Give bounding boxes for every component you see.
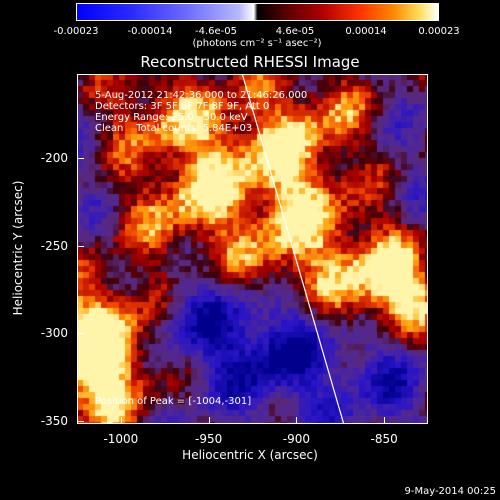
x-tick-mark (384, 417, 386, 424)
solar-limb-line (241, 74, 345, 424)
colorbar-tick-label: 4.6e-05 (275, 26, 315, 37)
info-detectors: Detectors: 3F 5F 6F 7F 8F 9F, Att 0 (95, 101, 270, 112)
colorbar-tick-label: -0.00023 (53, 26, 99, 37)
x-tick-mark (208, 417, 210, 424)
y-tick-label: -350 (40, 413, 68, 428)
x-tick-label: -900 (282, 432, 310, 446)
y-tick-mark (77, 333, 84, 334)
heatmap-image (77, 74, 428, 424)
chart-title: Reconstructed RHESSI Image (140, 53, 360, 71)
colorbar-tick-label: 0.00014 (345, 26, 387, 37)
image-plot-area (77, 74, 428, 424)
y-tick-label: -200 (40, 151, 68, 165)
peak-position-label: Position of Peak = [-1004,-301] (95, 396, 252, 407)
colorbar (76, 3, 439, 21)
x-tick-mark (120, 417, 122, 424)
y-tick-mark (77, 158, 84, 159)
x-tick-label: -950 (195, 432, 223, 446)
x-axis-label: Heliocentric X (arcsec) (182, 448, 318, 462)
info-energy-range: Energy Range: 25.0 - 50.0 keV (95, 112, 248, 123)
info-clean-counts: Clean Total counts: 5.84E+03 (95, 123, 253, 134)
y-tick-label: -250 (40, 238, 68, 253)
y-tick-mark (77, 245, 84, 247)
x-tick-label: -850 (370, 432, 398, 446)
info-time-range: 5-Aug-2012 21:42:36.000 to 21:46:26.000 (95, 90, 308, 101)
plot-date-stamp: 9-May-2014 00:25 (404, 486, 496, 497)
y-tick-label: -300 (40, 326, 68, 340)
colorbar-units: (photons cm⁻² s⁻¹ asec⁻²) (192, 38, 322, 49)
colorbar-tick-label: -0.00014 (127, 26, 173, 37)
y-axis-label: Heliocentric Y (arcsec) (11, 180, 25, 316)
y-tick-mark (77, 420, 84, 422)
plot-overlay (241, 74, 345, 424)
plot-frame (77, 74, 428, 424)
colorbar-tick-label: -4.6e-05 (195, 26, 237, 37)
colorbar-tick-label: 0.00023 (418, 26, 460, 37)
x-tick-label: -1000 (103, 432, 139, 446)
x-tick-mark (296, 417, 298, 424)
